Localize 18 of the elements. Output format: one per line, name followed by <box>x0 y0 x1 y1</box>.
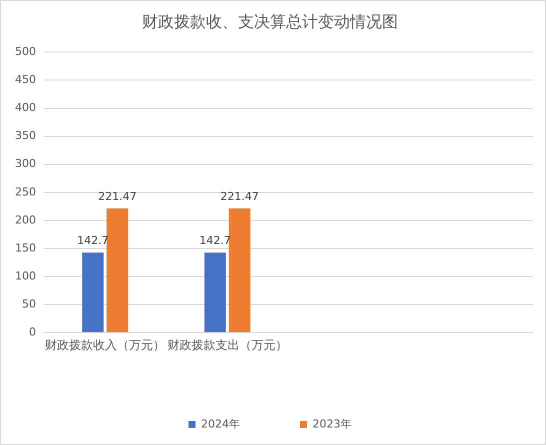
data-label: 221.47 <box>220 190 259 203</box>
data-label: 221.47 <box>98 190 137 203</box>
y-tick-label: 300 <box>14 157 36 170</box>
x-tick-label: 财政拨款支出（万元） <box>167 338 288 352</box>
y-tick-label: 50 <box>22 297 36 310</box>
legend-label: 2024年 <box>201 417 240 430</box>
chart-title: 财政拨款收、支决算总计变动情况图 <box>142 12 398 31</box>
y-tick-label: 400 <box>14 101 36 114</box>
y-tick-label: 350 <box>14 129 36 142</box>
y-tick-label: 150 <box>14 241 36 254</box>
y-tick-label: 200 <box>14 213 36 226</box>
x-tick-label: 财政拨款收入（万元） <box>45 338 166 352</box>
y-tick-label: 0 <box>28 325 36 338</box>
y-tick-label: 450 <box>14 73 36 86</box>
y-tick-label: 100 <box>14 269 36 282</box>
y-tick-label: 500 <box>14 45 36 58</box>
y-tick-label: 250 <box>14 185 36 198</box>
legend-label: 2023年 <box>312 417 352 430</box>
